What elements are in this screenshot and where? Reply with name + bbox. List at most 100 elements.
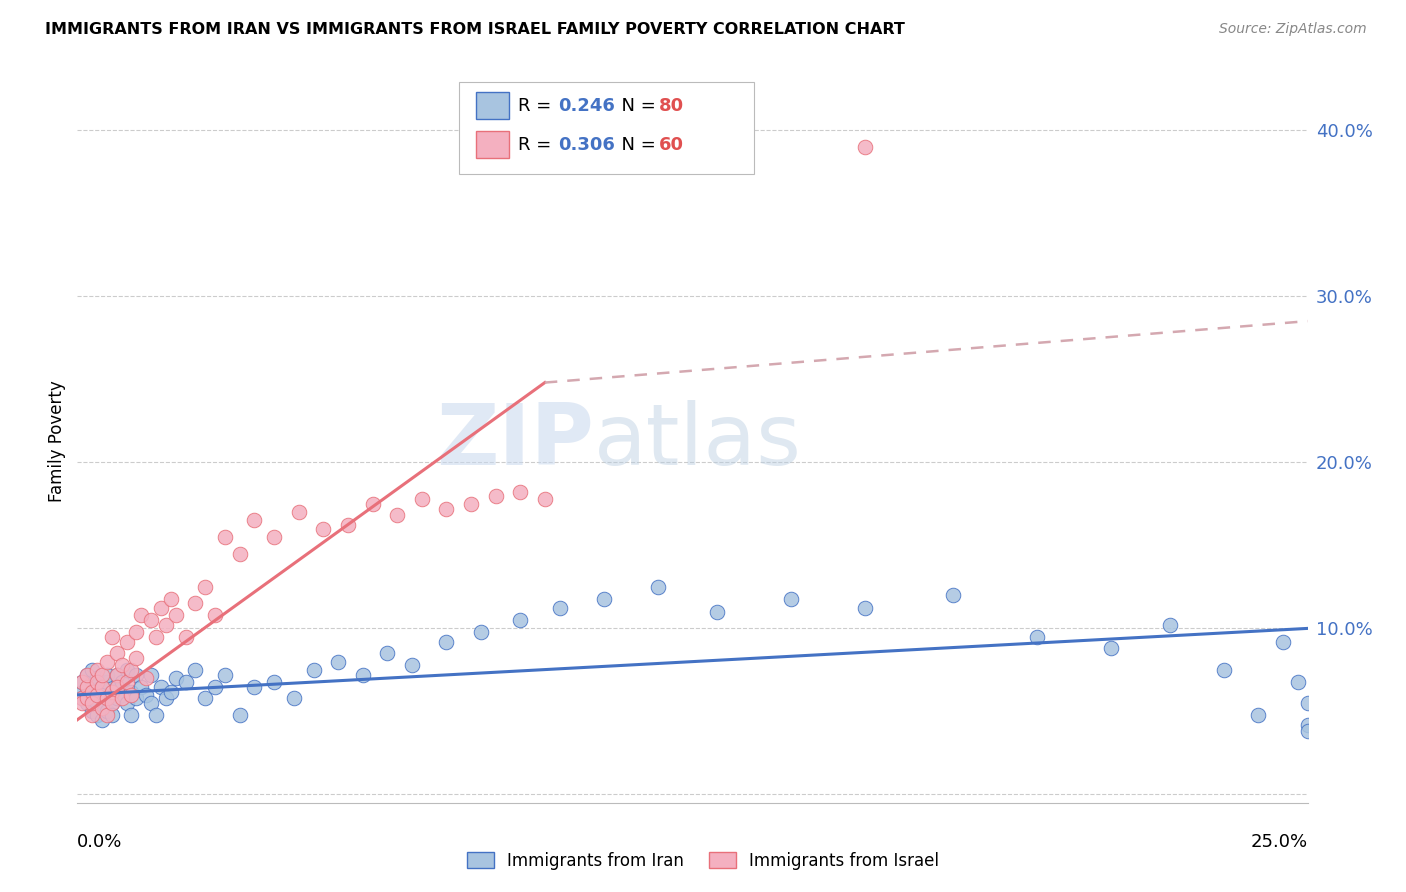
Point bbox=[263, 530, 285, 544]
Point bbox=[288, 505, 311, 519]
Point bbox=[76, 688, 98, 702]
Point bbox=[82, 696, 104, 710]
Point bbox=[229, 707, 252, 722]
Point bbox=[145, 707, 167, 722]
Point bbox=[70, 696, 93, 710]
Point bbox=[76, 691, 98, 706]
Point bbox=[86, 696, 108, 710]
Point bbox=[243, 680, 266, 694]
Point bbox=[90, 688, 114, 702]
Point bbox=[942, 588, 965, 602]
Point bbox=[121, 707, 143, 722]
Point bbox=[101, 684, 124, 698]
Point bbox=[90, 680, 114, 694]
Point bbox=[76, 680, 98, 694]
Point bbox=[76, 696, 98, 710]
Point bbox=[155, 691, 177, 706]
Point bbox=[1296, 724, 1319, 739]
Point bbox=[470, 624, 492, 639]
Point bbox=[509, 613, 531, 627]
Point bbox=[105, 646, 128, 660]
Point bbox=[141, 613, 163, 627]
Point bbox=[115, 634, 138, 648]
Point bbox=[121, 663, 143, 677]
Point bbox=[194, 580, 217, 594]
Point bbox=[401, 657, 423, 672]
Point bbox=[160, 591, 183, 606]
Legend: Immigrants from Iran, Immigrants from Israel: Immigrants from Iran, Immigrants from Is… bbox=[460, 846, 946, 877]
Point bbox=[312, 522, 335, 536]
Point bbox=[86, 684, 108, 698]
Point bbox=[184, 597, 207, 611]
Point bbox=[131, 608, 153, 623]
Point bbox=[86, 674, 108, 689]
Point bbox=[1272, 634, 1295, 648]
Point bbox=[105, 668, 128, 682]
Point bbox=[101, 707, 124, 722]
FancyBboxPatch shape bbox=[477, 131, 509, 158]
Point bbox=[70, 674, 93, 689]
Point bbox=[436, 634, 458, 648]
Text: R =: R = bbox=[517, 96, 557, 114]
Point bbox=[145, 630, 167, 644]
Point bbox=[121, 684, 143, 698]
FancyBboxPatch shape bbox=[477, 92, 509, 120]
Point bbox=[853, 601, 876, 615]
Point bbox=[96, 655, 118, 669]
Point bbox=[1213, 663, 1236, 677]
Point bbox=[131, 680, 153, 694]
Text: 0.246: 0.246 bbox=[558, 96, 616, 114]
Point bbox=[101, 696, 124, 710]
Point bbox=[150, 601, 173, 615]
Y-axis label: Family Poverty: Family Poverty bbox=[48, 381, 66, 502]
Point bbox=[76, 668, 98, 682]
Point bbox=[460, 497, 482, 511]
Point bbox=[105, 680, 128, 694]
Text: 25.0%: 25.0% bbox=[1250, 833, 1308, 851]
Point bbox=[111, 657, 132, 672]
Point bbox=[70, 691, 93, 706]
Point bbox=[121, 688, 143, 702]
Point bbox=[90, 680, 114, 694]
Text: 80: 80 bbox=[659, 96, 685, 114]
Text: N =: N = bbox=[610, 96, 662, 114]
Text: 0.0%: 0.0% bbox=[77, 833, 122, 851]
Point bbox=[352, 668, 374, 682]
Point bbox=[86, 671, 108, 685]
Point bbox=[101, 630, 124, 644]
Point bbox=[509, 485, 531, 500]
Point bbox=[548, 601, 571, 615]
Point bbox=[96, 705, 118, 719]
Point bbox=[111, 688, 132, 702]
Point bbox=[194, 691, 217, 706]
Point bbox=[647, 580, 669, 594]
Point bbox=[105, 668, 128, 682]
Point bbox=[135, 671, 157, 685]
Point bbox=[214, 530, 236, 544]
Point bbox=[115, 674, 138, 689]
Point bbox=[150, 680, 173, 694]
Point bbox=[125, 691, 148, 706]
Point bbox=[82, 707, 104, 722]
Point bbox=[135, 688, 157, 702]
Text: N =: N = bbox=[610, 136, 662, 153]
Point bbox=[1247, 707, 1270, 722]
Point bbox=[96, 674, 118, 689]
Point bbox=[125, 651, 148, 665]
Point bbox=[82, 674, 104, 689]
Point bbox=[174, 630, 197, 644]
Point bbox=[204, 680, 226, 694]
Text: R =: R = bbox=[517, 136, 557, 153]
Point bbox=[1296, 717, 1319, 731]
Point bbox=[111, 691, 132, 706]
Point bbox=[101, 696, 124, 710]
Point bbox=[96, 691, 118, 706]
Point bbox=[302, 663, 325, 677]
Text: ZIP: ZIP bbox=[436, 400, 595, 483]
Point bbox=[70, 684, 93, 698]
Point bbox=[593, 591, 616, 606]
Point bbox=[229, 547, 252, 561]
Point bbox=[436, 501, 458, 516]
Point bbox=[96, 691, 118, 706]
Point bbox=[90, 713, 114, 727]
